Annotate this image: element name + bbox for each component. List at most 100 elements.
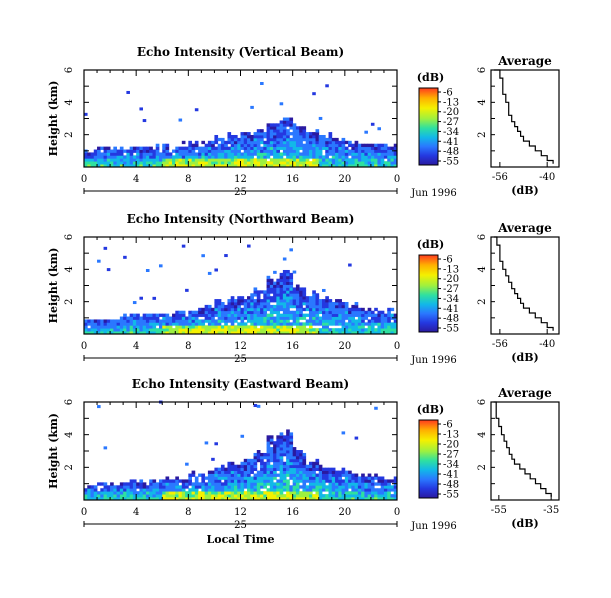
echo-cell <box>322 476 326 480</box>
echo-cell <box>299 325 303 329</box>
echo-speck <box>348 263 352 267</box>
echo-cell <box>123 161 127 165</box>
profile-x-tick-label: -56 <box>492 339 508 350</box>
echo-cell <box>335 470 339 474</box>
echo-cell <box>175 482 179 486</box>
echo-speck <box>279 102 284 106</box>
echo-cell <box>266 464 271 469</box>
echo-cell <box>370 316 375 320</box>
echo-cell <box>224 146 228 150</box>
echo-cell <box>344 164 349 168</box>
echo-cell <box>393 322 398 326</box>
echo-cell <box>273 143 277 148</box>
echo-cell <box>292 467 297 471</box>
echo-cell <box>273 328 277 332</box>
echo-cell <box>211 491 215 495</box>
echo-cell <box>224 482 228 486</box>
echo-cell <box>279 491 284 495</box>
echo-cell <box>263 331 267 335</box>
echo-cell <box>361 310 365 315</box>
echo-cell <box>276 441 281 445</box>
echo-cell <box>354 328 359 332</box>
echo-cell <box>299 452 303 457</box>
echo-cell <box>325 485 329 489</box>
echo-cell <box>364 494 369 498</box>
echo-cell <box>204 158 209 162</box>
echo-cell <box>286 482 290 486</box>
echo-cell <box>282 322 287 326</box>
echo-cell <box>256 158 261 162</box>
echo-cell <box>142 149 147 153</box>
echo-cell <box>357 164 362 168</box>
echo-cell <box>367 158 372 162</box>
echo-cell <box>139 494 144 498</box>
echo-cell <box>370 485 375 489</box>
echo-cell <box>100 497 104 501</box>
echo-cell <box>305 497 310 501</box>
echo-cell <box>116 155 121 159</box>
echo-cell <box>233 134 238 139</box>
echo-cell <box>247 313 251 317</box>
x-tick-label: 8 <box>185 507 191 518</box>
echo-cell <box>331 322 336 326</box>
echo-cell <box>354 304 359 309</box>
echo-cell <box>364 152 369 156</box>
echo-cell <box>348 319 352 323</box>
echo-cell <box>325 325 329 329</box>
x-tick-label: 20 <box>338 507 351 518</box>
echo-cell <box>217 158 222 162</box>
echo-cell <box>217 488 222 492</box>
echo-cell <box>263 307 267 312</box>
echo-cell <box>292 319 297 323</box>
echo-cell <box>308 331 313 335</box>
echo-cell <box>256 146 261 150</box>
echo-cell <box>328 313 333 317</box>
echo-cell <box>132 155 137 159</box>
echo-cell <box>217 137 222 142</box>
echo-cell <box>370 161 375 165</box>
echo-cell <box>351 497 356 501</box>
echo-cell <box>110 149 114 153</box>
echo-cell <box>312 316 316 320</box>
echo-cell <box>260 304 264 309</box>
echo-cell <box>341 161 346 165</box>
echo-cell <box>331 155 336 159</box>
echo-cell <box>318 146 323 150</box>
echo-cell <box>361 158 365 162</box>
colorbar <box>418 254 439 333</box>
echo-cell <box>299 310 303 315</box>
echo-cell <box>282 319 287 323</box>
echo-cell <box>338 149 342 153</box>
echo-cell <box>263 464 267 469</box>
echo-cell <box>357 161 362 165</box>
echo-cell <box>139 488 144 492</box>
echo-cell <box>282 296 287 300</box>
echo-cell <box>299 316 303 320</box>
echo-cell <box>172 494 176 498</box>
echo-cell <box>367 313 372 317</box>
echo-cell <box>322 146 326 150</box>
echo-cell <box>139 149 144 153</box>
echo-speck <box>364 130 368 134</box>
echo-cell <box>204 485 209 489</box>
echo-cell <box>276 301 281 306</box>
echo-cell <box>357 143 362 148</box>
echo-cell <box>162 313 166 317</box>
echo-cell <box>243 325 248 329</box>
echo-cell <box>165 479 170 483</box>
echo-cell <box>129 149 134 153</box>
echo-cell <box>139 146 144 150</box>
echo-cell <box>331 140 336 145</box>
echo-cell <box>279 140 284 145</box>
echo-cell <box>289 464 294 469</box>
echo-cell <box>260 328 264 332</box>
echo-cell <box>299 485 303 489</box>
echo-cell <box>233 476 238 480</box>
echo-cell <box>207 328 212 332</box>
echo-cell <box>256 313 261 317</box>
echo-cell <box>269 467 274 471</box>
echo-cell <box>374 158 378 162</box>
echo-cell <box>237 152 241 156</box>
echo-cell <box>253 491 258 495</box>
echo-cell <box>335 491 339 495</box>
